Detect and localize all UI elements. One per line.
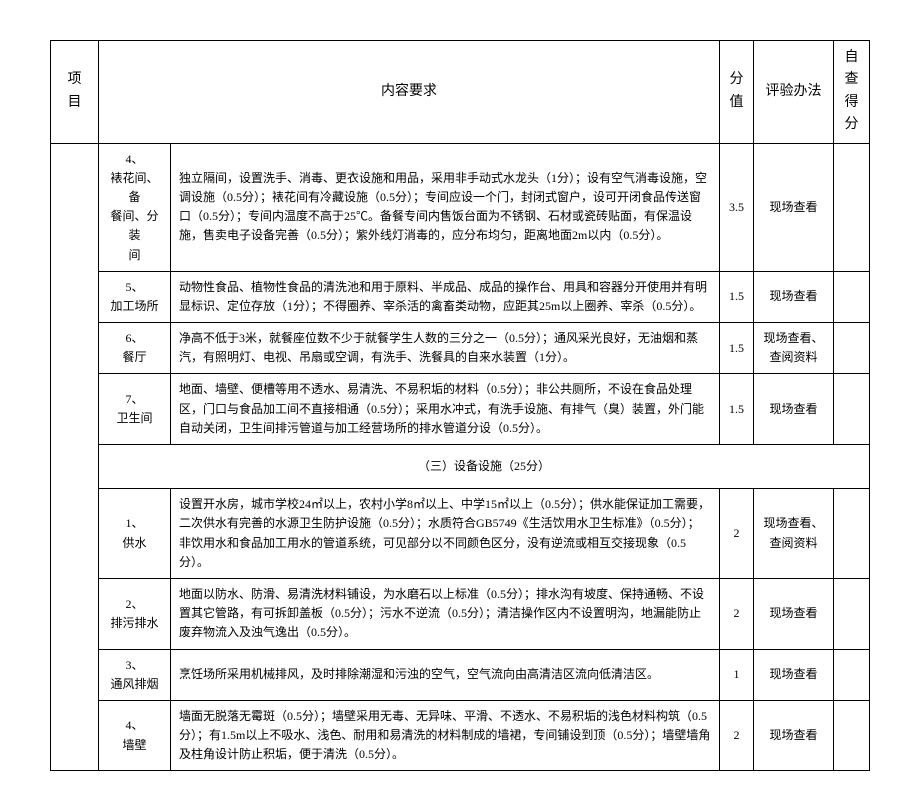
- subitem-cell: 3、 通风排烟: [99, 649, 171, 700]
- content-cell: 烹饪场所采用机械排风，及时排除潮湿和污浊的空气，空气流向由高清洁区流向低清洁区。: [171, 649, 720, 700]
- method-cell: 现场查看、 查阅资料: [754, 323, 834, 374]
- selfscore-cell: [834, 323, 870, 374]
- content-cell: 净高不低于3米，就餐座位数不少于就餐学生人数的三分之一（0.5分）；通风采光良好…: [171, 323, 720, 374]
- table-row: 5、 加工场所 动物性食品、植物性食品的清洗池和用于原料、半成品、成品的操作台、…: [51, 271, 870, 322]
- table-row: 1、 供水 设置开水房，城市学校24㎡以上，农村小学8㎡以上、中学15㎡以上（0…: [51, 489, 870, 579]
- header-content: 内容要求: [99, 41, 720, 144]
- method-cell: 现场查看: [754, 649, 834, 700]
- content-cell: 独立隔间，设置洗手、消毒、更衣设施和用品，采用非手动式水龙头（1分）；设有空气消…: [171, 143, 720, 271]
- score-cell: 1.5: [720, 323, 754, 374]
- selfscore-cell: [834, 649, 870, 700]
- header-selfscore: 自查 得分: [834, 41, 870, 144]
- subitem-cell: 7、 卫生间: [99, 374, 171, 445]
- selfscore-cell: [834, 700, 870, 771]
- score-cell: 3.5: [720, 143, 754, 271]
- content-cell: 地面以防水、防滑、易清洗材料铺设，为水磨石以上标准（0.5分）；排水沟有坡度、保…: [171, 578, 720, 649]
- table-row: 2、 排污排水 地面以防水、防滑、易清洗材料铺设，为水磨石以上标准（0.5分）；…: [51, 578, 870, 649]
- subitem-cell: 2、 排污排水: [99, 578, 171, 649]
- subitem-cell: 4、 裱花间、备 餐间、分装 间: [99, 143, 171, 271]
- evaluation-table: 项 目 内容要求 分 值 评验办法 自查 得分 4、 裱花间、备 餐间、分装 间…: [50, 40, 870, 771]
- subitem-cell: 6、 餐厅: [99, 323, 171, 374]
- selfscore-cell: [834, 374, 870, 445]
- method-cell: 现场查看: [754, 700, 834, 771]
- method-cell: 现场查看: [754, 374, 834, 445]
- score-cell: 1: [720, 649, 754, 700]
- table-row: 6、 餐厅 净高不低于3米，就餐座位数不少于就餐学生人数的三分之一（0.5分）；…: [51, 323, 870, 374]
- subitem-cell: 5、 加工场所: [99, 271, 171, 322]
- project-cell: [51, 143, 99, 771]
- subitem-cell: 1、 供水: [99, 489, 171, 579]
- method-cell: 现场查看、 查阅资料: [754, 489, 834, 579]
- selfscore-cell: [834, 578, 870, 649]
- content-cell: 地面、墙壁、便槽等用不透水、易清洗、不易积垢的材料（0.5分）；非公共厕所，不设…: [171, 374, 720, 445]
- selfscore-cell: [834, 143, 870, 271]
- method-cell: 现场查看: [754, 578, 834, 649]
- selfscore-cell: [834, 489, 870, 579]
- header-score: 分 值: [720, 41, 754, 144]
- table-row: 3、 通风排烟 烹饪场所采用机械排风，及时排除潮湿和污浊的空气，空气流向由高清洁…: [51, 649, 870, 700]
- section-row: （三）设备设施（25分）: [51, 445, 870, 489]
- content-cell: 墙面无脱落无霉斑（0.5分）；墙壁采用无毒、无异味、平滑、不透水、不易积垢的浅色…: [171, 700, 720, 771]
- section-title: （三）设备设施（25分）: [99, 445, 870, 489]
- method-cell: 现场查看: [754, 143, 834, 271]
- header-project: 项 目: [51, 41, 99, 144]
- table-row: 4、 裱花间、备 餐间、分装 间 独立隔间，设置洗手、消毒、更衣设施和用品，采用…: [51, 143, 870, 271]
- score-cell: 1.5: [720, 374, 754, 445]
- table-row: 7、 卫生间 地面、墙壁、便槽等用不透水、易清洗、不易积垢的材料（0.5分）；非…: [51, 374, 870, 445]
- table-row: 4、 墙壁 墙面无脱落无霉斑（0.5分）；墙壁采用无毒、无异味、平滑、不透水、不…: [51, 700, 870, 771]
- selfscore-cell: [834, 271, 870, 322]
- score-cell: 2: [720, 489, 754, 579]
- content-cell: 设置开水房，城市学校24㎡以上，农村小学8㎡以上、中学15㎡以上（0.5分）；供…: [171, 489, 720, 579]
- method-cell: 现场查看: [754, 271, 834, 322]
- score-cell: 1.5: [720, 271, 754, 322]
- score-cell: 2: [720, 578, 754, 649]
- score-cell: 2: [720, 700, 754, 771]
- header-row: 项 目 内容要求 分 值 评验办法 自查 得分: [51, 41, 870, 144]
- content-cell: 动物性食品、植物性食品的清洗池和用于原料、半成品、成品的操作台、用具和容器分开使…: [171, 271, 720, 322]
- subitem-cell: 4、 墙壁: [99, 700, 171, 771]
- header-method: 评验办法: [754, 41, 834, 144]
